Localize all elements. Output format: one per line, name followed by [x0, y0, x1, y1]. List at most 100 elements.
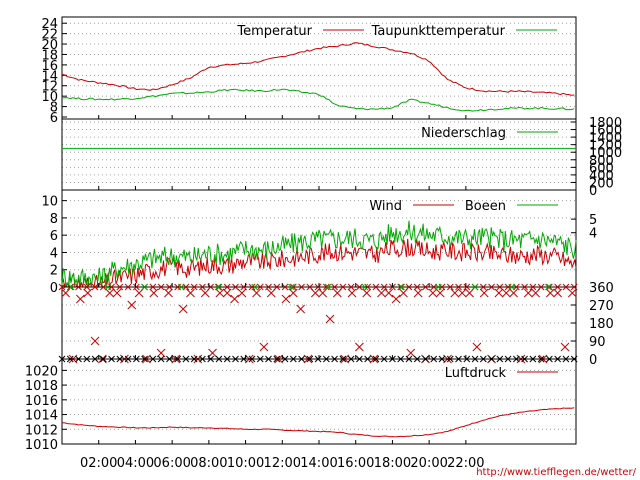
x-tick-label: 18:00 — [374, 456, 411, 471]
wind-ytick-label: 10 — [41, 195, 58, 210]
temperature-ytick-label: 24 — [41, 17, 58, 32]
wind-direction-point — [333, 288, 342, 298]
wind-direction-point — [141, 283, 148, 291]
precipitation-ytick-label: 200 — [589, 176, 614, 191]
wind-direction-point — [562, 283, 570, 291]
wind-direction-point — [214, 283, 222, 291]
wind-direction-point — [149, 288, 159, 298]
temperature-ytick-label: 8 — [50, 101, 58, 116]
temperature-ytick-label: 22 — [41, 28, 58, 43]
temperature-ytick-label: 10 — [41, 90, 58, 105]
wind-ytick-right-label: 5 — [589, 213, 597, 228]
wind-direction-point — [104, 283, 112, 291]
temperature-ytick-label: 14 — [41, 69, 58, 84]
wind-direction-point — [61, 288, 71, 298]
wind-direction-point — [398, 283, 405, 291]
wind-direction-point — [215, 283, 223, 291]
wind-direction-point — [347, 283, 355, 291]
wind-direction-point — [324, 283, 332, 291]
wind-direction-point — [251, 283, 259, 291]
wind-direction-point — [288, 283, 295, 291]
wind-direction-point — [90, 336, 100, 346]
footer-url[interactable]: http://www.tiefflegen.de/wetter/ — [476, 467, 636, 478]
wind-direction-point — [222, 288, 232, 298]
wind-direction-point — [248, 283, 256, 291]
wind-direction-point — [391, 294, 401, 304]
wind-direction-point — [422, 283, 429, 291]
wind-direction-point — [83, 288, 93, 298]
temperature-ytick-label: 6 — [50, 111, 58, 126]
wind-direction-point — [157, 283, 165, 291]
wind-direction-point — [355, 342, 364, 352]
wind-direction-point — [537, 283, 545, 291]
wind-direction-point — [164, 288, 173, 298]
wind-direction-point — [463, 283, 471, 291]
wind-direction-point — [405, 283, 413, 291]
precipitation-ytick-label: 1800 — [589, 116, 622, 131]
wind-direction-point — [83, 283, 91, 291]
wind-direction-point — [322, 283, 330, 291]
wind-direction-point — [259, 342, 269, 352]
wind-direction-ytick-right-label: 360 — [589, 281, 614, 296]
pressure-ytick-label: 1018 — [25, 379, 58, 394]
wind-direction-point — [362, 288, 372, 298]
wind-direction-point — [413, 283, 421, 291]
wind-ytick-label: 0 — [50, 281, 58, 296]
precipitation-ytick-label: 800 — [589, 154, 614, 169]
wind-direction-point — [281, 294, 291, 304]
wind-direction-point — [186, 288, 195, 298]
pressure-series-line — [61, 407, 575, 438]
wind-direction-point — [76, 294, 85, 304]
wind-direction-point — [406, 348, 416, 358]
wind-direction-point — [112, 288, 122, 298]
wind-direction-point — [314, 283, 322, 291]
wind-direction-point — [178, 304, 188, 314]
wind-direction-point — [364, 283, 371, 291]
pressure-ytick-label: 1010 — [25, 438, 58, 453]
precipitation-ytick-label: 0 — [589, 184, 597, 199]
x-tick-label: 12:00 — [264, 456, 301, 471]
wind-direction-point — [472, 342, 482, 352]
wind-direction-point — [134, 288, 144, 298]
wind-direction-point — [223, 283, 231, 291]
wind-direction-point — [399, 288, 408, 298]
wind-direction-point — [256, 283, 264, 291]
wind-direction-point — [237, 288, 247, 298]
precipitation-ytick-label: 1400 — [589, 131, 622, 146]
wind-direction-point — [67, 283, 75, 291]
wind-series-line — [61, 220, 577, 288]
wind-direction-point — [384, 288, 394, 298]
wind-direction-point — [450, 288, 460, 298]
wind-direction-point — [156, 348, 166, 358]
x-tick-label: 06:00 — [153, 456, 190, 471]
x-tick-label: 16:00 — [337, 456, 374, 471]
wind-direction-ytick-right-label: 180 — [589, 317, 614, 332]
wind-direction-ytick-right-label: 270 — [589, 299, 614, 314]
wind-direction-point — [494, 288, 504, 298]
wind-direction-point — [296, 304, 305, 314]
wind-direction-point — [266, 288, 276, 298]
pressure-ytick-label: 1012 — [25, 423, 58, 438]
wind-direction-point — [434, 283, 442, 291]
wind-ytick-label: 8 — [50, 212, 58, 227]
wind-direction-point — [554, 283, 561, 291]
wind-direction-point — [200, 288, 210, 298]
wind-direction-point — [325, 314, 335, 324]
wind-direction-point — [132, 283, 140, 291]
wind-direction-point — [149, 283, 157, 291]
precipitation-ytick-label: 600 — [589, 161, 614, 176]
wind-direction-point — [273, 283, 281, 291]
wind-direction-point — [105, 288, 115, 298]
wind-direction-point — [413, 288, 423, 298]
wind-direction-point — [318, 288, 328, 298]
wind-ytick-label: 2 — [50, 264, 58, 279]
precipitation-ytick-label: 1600 — [589, 124, 622, 139]
wind-direction-point — [281, 283, 289, 291]
wind-direction-point — [553, 288, 562, 298]
wind-legend-label: Boeen — [465, 199, 506, 214]
wind-direction-point — [457, 288, 467, 298]
pressure-ytick-label: 1014 — [25, 409, 58, 424]
wind-direction-point — [289, 283, 297, 291]
temperature-series-line — [61, 42, 575, 96]
wind-direction-point — [310, 288, 320, 298]
